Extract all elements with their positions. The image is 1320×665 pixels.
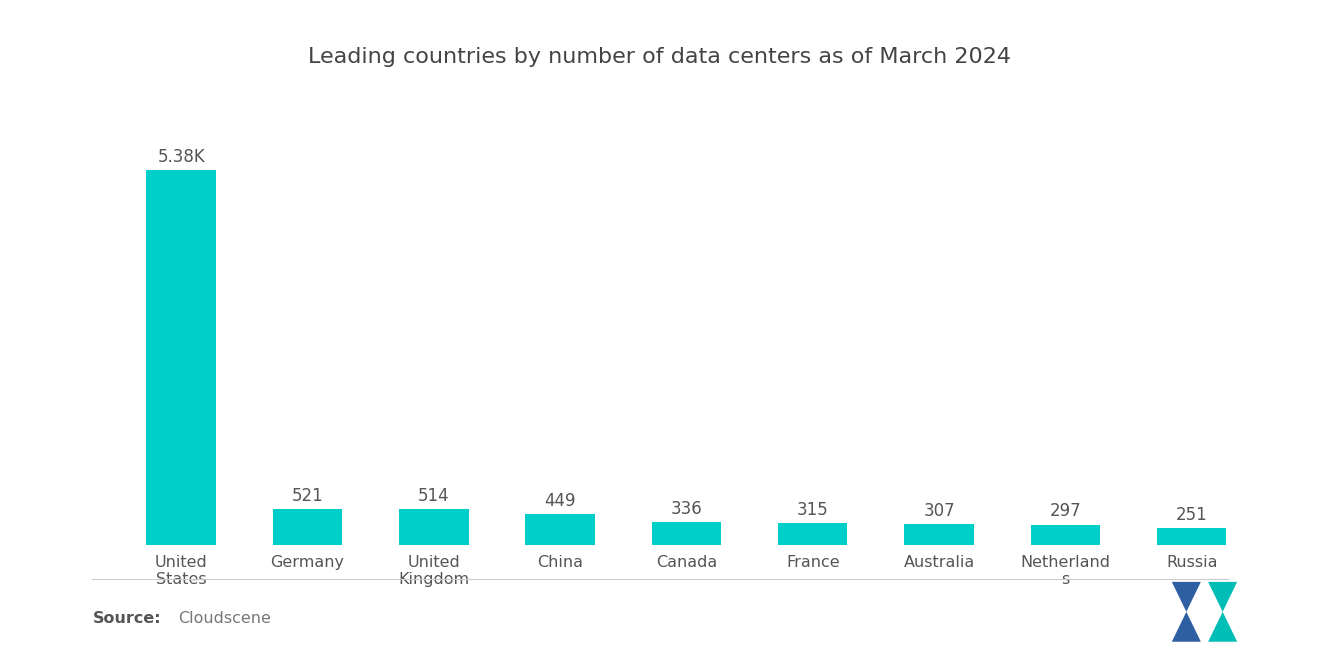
Bar bbox=[652, 522, 721, 545]
Bar bbox=[904, 524, 974, 545]
Bar bbox=[273, 509, 342, 545]
Bar bbox=[399, 509, 469, 545]
Text: Source:: Source: bbox=[92, 611, 161, 626]
Text: 514: 514 bbox=[418, 487, 450, 505]
Text: 449: 449 bbox=[544, 492, 576, 510]
Polygon shape bbox=[1208, 612, 1237, 642]
Text: 307: 307 bbox=[923, 501, 954, 520]
Polygon shape bbox=[1208, 582, 1237, 612]
Bar bbox=[1031, 525, 1100, 545]
Text: 521: 521 bbox=[292, 487, 323, 505]
Bar bbox=[777, 523, 847, 545]
Text: Cloudscene: Cloudscene bbox=[178, 611, 271, 626]
Text: 297: 297 bbox=[1049, 503, 1081, 521]
Bar bbox=[147, 170, 216, 545]
Text: 251: 251 bbox=[1176, 505, 1208, 523]
Text: 5.38K: 5.38K bbox=[157, 148, 205, 166]
Bar bbox=[1156, 528, 1226, 545]
Polygon shape bbox=[1172, 612, 1201, 642]
Text: 336: 336 bbox=[671, 499, 702, 517]
Bar bbox=[525, 514, 595, 545]
Text: Leading countries by number of data centers as of March 2024: Leading countries by number of data cent… bbox=[309, 47, 1011, 66]
Text: 315: 315 bbox=[797, 501, 829, 519]
Polygon shape bbox=[1172, 582, 1201, 612]
